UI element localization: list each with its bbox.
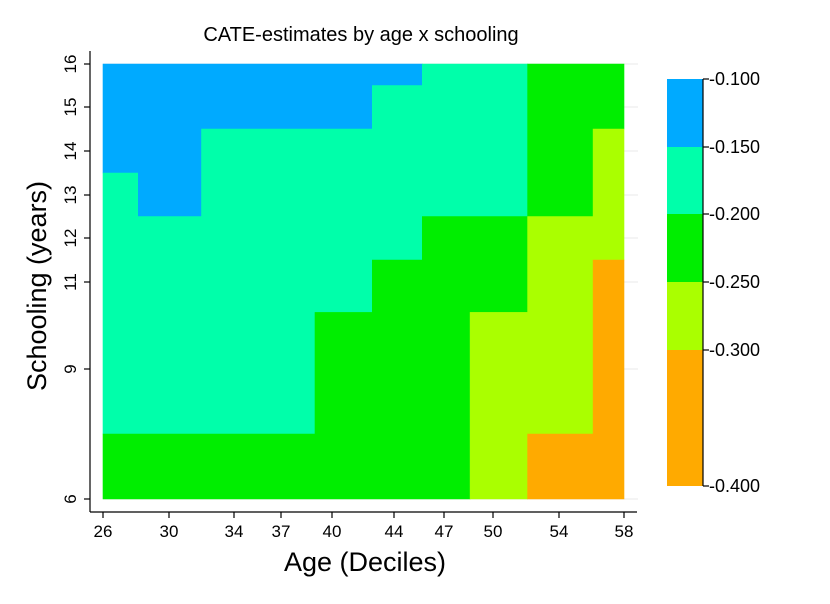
- legend-label: -0.100: [709, 69, 760, 89]
- y-tick-label: 9: [61, 364, 80, 373]
- legend-swatch: [667, 214, 703, 282]
- x-tick-label: 44: [385, 522, 404, 541]
- legend-swatch: [667, 147, 703, 214]
- legend-label: -0.400: [709, 476, 760, 496]
- y-axis-ticks: 6 9 11 12 13 14 15 16: [61, 55, 90, 504]
- y-tick-label: 12: [61, 229, 80, 248]
- x-axis-ticks: 26 30 34 37 40 44 47 50 54 58: [94, 512, 634, 541]
- y-tick-label: 14: [61, 142, 80, 161]
- x-tick-label: 26: [94, 522, 113, 541]
- heatmap-region: [527, 259, 625, 500]
- x-tick-label: 37: [272, 522, 291, 541]
- legend-label: -0.300: [709, 340, 760, 360]
- x-tick-label: 54: [550, 522, 569, 541]
- legend-label: -0.200: [709, 204, 760, 224]
- chart-title: CATE-estimates by age x schooling: [203, 24, 518, 46]
- legend-swatch: [667, 79, 703, 147]
- x-tick-label: 50: [484, 522, 503, 541]
- y-tick-label: 11: [61, 273, 80, 291]
- y-tick-label: 13: [61, 186, 80, 205]
- legend-label: -0.150: [709, 137, 760, 157]
- legend-swatch: [667, 282, 703, 350]
- heatmap-regions: [102, 63, 625, 500]
- legend-label: -0.250: [709, 272, 760, 292]
- y-tick-label: 16: [61, 55, 80, 74]
- x-tick-label: 40: [323, 522, 342, 541]
- color-legend: -0.400 -0.300 -0.250 -0.200 -0.150 -0.100: [667, 69, 760, 496]
- x-tick-label: 47: [435, 522, 454, 541]
- y-tick-label: 15: [61, 98, 80, 117]
- x-axis-title: Age (Deciles): [284, 547, 446, 577]
- y-tick-label: 6: [61, 494, 80, 503]
- x-tick-label: 30: [160, 522, 179, 541]
- legend-swatch: [667, 350, 703, 486]
- y-axis-title: Schooling (years): [22, 181, 52, 391]
- x-tick-label: 34: [225, 522, 244, 541]
- x-tick-label: 58: [615, 522, 634, 541]
